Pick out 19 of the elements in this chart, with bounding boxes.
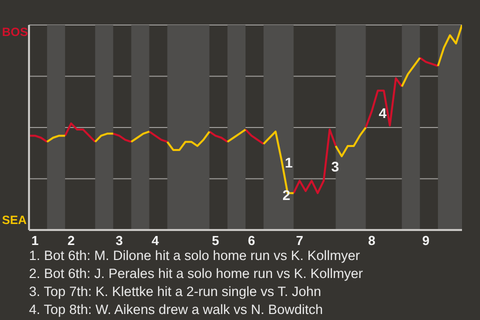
x-tick-label: 1 <box>31 233 39 248</box>
x-tick-label: 7 <box>296 233 304 248</box>
x-tick-label: 5 <box>212 233 220 248</box>
text: 1. Bot 6th: M. Dilone hit a solo home run vs K. Kollmyer <box>29 247 361 265</box>
x-tick-label: 2 <box>67 233 75 248</box>
text: 3. Top 7th: K. Klettke hit a 2-run single vs T. John <box>29 283 322 301</box>
x-tick-label: 6 <box>248 233 256 248</box>
x-tick-label: 9 <box>422 233 430 248</box>
annotation: 2 <box>282 187 290 204</box>
annotation: 4 <box>378 105 387 122</box>
text: SEA <box>2 213 27 227</box>
x-tick-label: 3 <box>116 233 123 248</box>
annotation: 1 <box>284 154 293 170</box>
text: BOS <box>2 25 28 39</box>
x-tick-label: 4 <box>152 233 160 248</box>
annotation: 3 <box>331 158 340 174</box>
text: 4. Top 8th: W. Aikens drew a walk vs N. Bowditch <box>29 301 324 319</box>
text: 2. Bot 6th: J. Perales hit a solo home run vs K. Kollmyer <box>29 265 363 283</box>
x-tick-label: 8 <box>368 233 376 248</box>
